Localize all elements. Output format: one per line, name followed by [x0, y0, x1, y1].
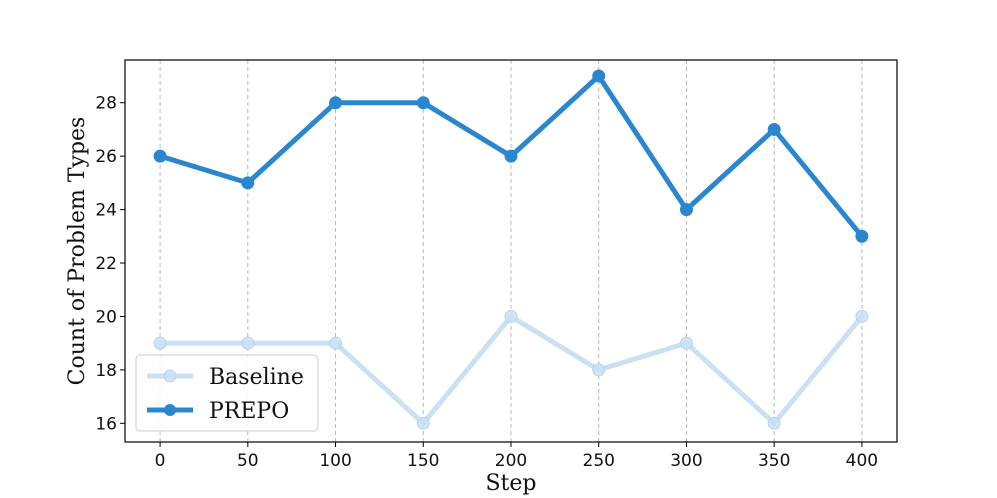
data-point-prepo	[241, 176, 255, 190]
data-point-prepo	[592, 69, 606, 83]
series-lines	[153, 69, 869, 430]
legend-item-prepo: PREPO	[147, 399, 289, 424]
y-tick-label: 18	[95, 361, 117, 381]
y-tick-label: 22	[95, 254, 117, 274]
grid-lines	[159, 60, 863, 442]
x-tick-label: 150	[407, 451, 439, 471]
legend-swatch-marker-prepo	[164, 404, 176, 416]
data-point-baseline	[855, 309, 869, 323]
data-point-prepo	[767, 122, 781, 136]
data-point-baseline	[679, 336, 693, 350]
x-axis-title: Step	[485, 471, 536, 496]
x-tick-label: 250	[583, 451, 615, 471]
x-tick-label: 350	[758, 451, 790, 471]
data-point-baseline	[241, 336, 255, 350]
legend: Baseline PREPO	[135, 354, 319, 432]
x-tick-label: 100	[319, 451, 351, 471]
data-point-prepo	[855, 229, 869, 243]
legend-item-baseline: Baseline	[147, 365, 304, 390]
x-tick-label: 50	[237, 451, 259, 471]
y-axis-title: Count of Problem Types	[65, 117, 90, 386]
data-point-prepo	[679, 203, 693, 217]
y-tick-label: 26	[95, 147, 117, 167]
legend-label-baseline: Baseline	[209, 365, 304, 390]
data-point-baseline	[329, 336, 343, 350]
x-tick-label: 200	[495, 451, 527, 471]
x-tick-label: 400	[846, 451, 878, 471]
data-point-prepo	[153, 149, 167, 163]
axis-ticks: 0 50 100 150 200 250 300 350 400 16 18 20 22 24 26 28	[95, 94, 878, 471]
data-point-baseline	[416, 416, 430, 430]
x-tick-label: 300	[670, 451, 702, 471]
legend-swatch-marker-baseline	[163, 369, 177, 383]
x-tick-label: 0	[155, 451, 166, 471]
data-point-baseline	[767, 416, 781, 430]
data-point-baseline	[592, 363, 606, 377]
data-point-baseline	[504, 309, 518, 323]
data-point-prepo	[504, 149, 518, 163]
y-tick-label: 28	[95, 94, 117, 114]
data-point-prepo	[416, 96, 430, 110]
legend-label-prepo: PREPO	[209, 399, 289, 424]
data-point-prepo	[329, 96, 343, 110]
y-tick-label: 20	[95, 307, 117, 327]
data-point-baseline	[153, 336, 167, 350]
y-tick-label: 16	[95, 414, 117, 434]
y-tick-label: 24	[95, 201, 117, 221]
